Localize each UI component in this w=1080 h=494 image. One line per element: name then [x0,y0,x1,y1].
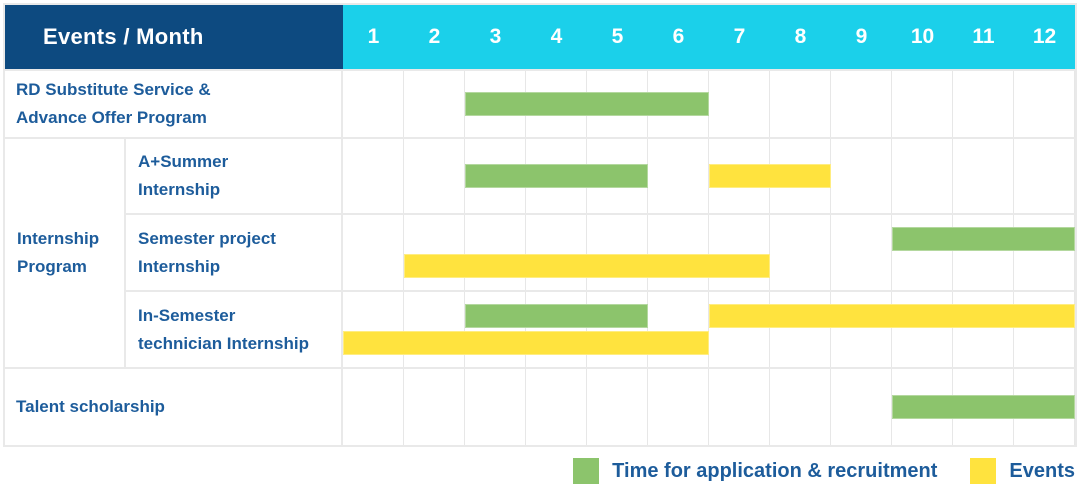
gantt-grid: Events / Month 1 2 3 4 5 6 7 8 9 10 11 12 RD Substi… [3,3,1077,447]
row-label-cell: Talent scholarship [5,369,343,445]
yellow-bar [404,254,770,278]
month-header-5: 5 [611,25,624,48]
green-bar [465,92,709,116]
gantt-lane [343,254,1075,278]
row-label-cell: A+Summer Internship [126,139,343,215]
month-header-6: 6 [672,25,685,48]
gantt-lane [343,227,1075,251]
month-header-3: 3 [489,25,502,48]
row-bars-cell [343,139,1075,215]
yellow-bar [709,304,1075,328]
row-label-cell: In-Semester technician Internship [126,292,343,369]
legend-green-swatch [573,458,600,484]
month-header-9: 9 [855,25,868,48]
green-bar [892,395,1075,419]
row-bars-cell [343,71,1075,139]
legend-yellow-swatch [970,458,997,484]
green-bar [465,304,648,328]
month-header-7: 7 [733,25,746,48]
green-bar [892,227,1075,251]
row-bars-cell [343,215,1075,292]
month-header-11: 11 [972,25,995,48]
row-label-cell: Semester project Internship [126,215,343,292]
legend-yellow-label: Events [1009,459,1075,482]
legend: Time for application & recruitment Event… [573,453,1075,489]
row-bars-cell [343,292,1075,369]
corner-header-cell: Events / Month [5,5,343,71]
gantt-lane [343,304,1075,328]
yellow-bar [709,164,831,188]
gantt-lane [343,331,1075,355]
row-bars-cell [343,369,1075,445]
legend-green-label: Time for application & recruitment [612,459,938,482]
yellow-bar [343,331,709,355]
gantt-lane [343,164,1075,188]
month-header-2: 2 [428,25,441,48]
row-label-cell: RD Substitute Service & Advance Offer Pr… [5,71,343,139]
gantt-lane [343,395,1075,419]
month-header-8: 8 [794,25,807,48]
month-header-12: 12 [1032,25,1057,48]
month-header-4: 4 [550,25,563,48]
month-header-1: 1 [367,25,380,48]
green-bar [465,164,648,188]
month-header-row: 1 2 3 4 5 6 7 8 9 10 11 12 [343,5,1075,71]
month-header-10: 10 [910,25,935,48]
group-label-cell: Internship Program [5,139,126,369]
gantt-lane [343,92,1075,116]
